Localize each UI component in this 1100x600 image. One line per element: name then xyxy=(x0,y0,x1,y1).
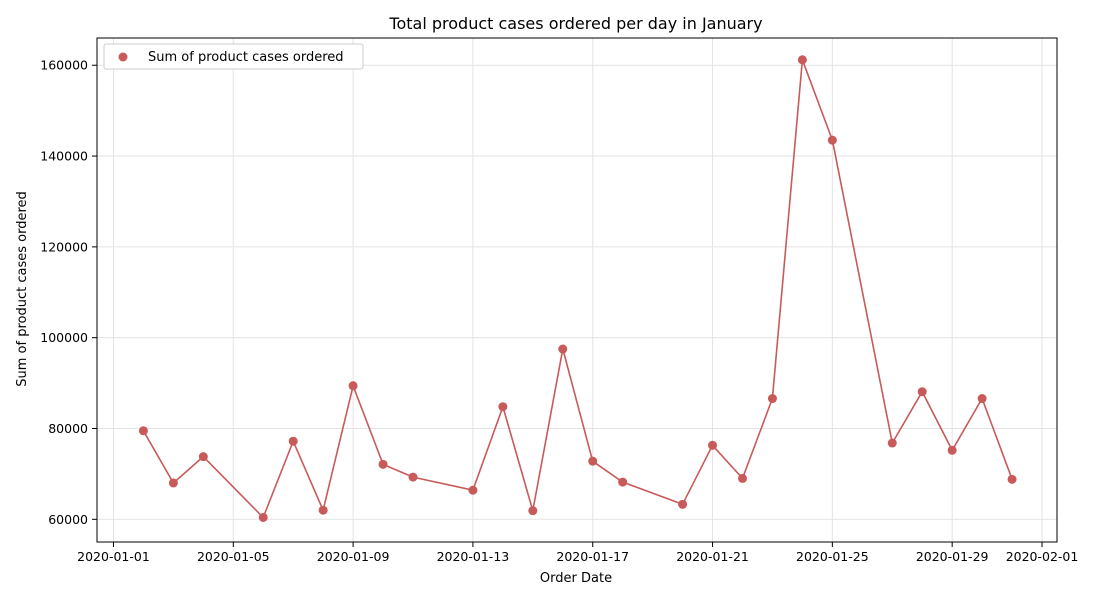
x-axis-label: Order Date xyxy=(540,571,612,586)
x-tick-label: 2020-01-05 xyxy=(197,549,270,564)
data-point xyxy=(558,344,568,354)
plot-frame xyxy=(96,37,1058,543)
legend-label: Sum of product cases ordered xyxy=(148,50,344,65)
data-point xyxy=(348,381,358,391)
data-point xyxy=(947,445,957,455)
data-point xyxy=(708,440,718,450)
y-tick-label: 140000 xyxy=(40,149,88,164)
y-axis: 60000 80000 100000 120000 140000 160000 xyxy=(40,58,97,527)
data-point xyxy=(258,512,268,522)
y-tick-label: 160000 xyxy=(40,58,88,73)
data-point xyxy=(138,426,148,436)
y-tick-label: 60000 xyxy=(48,512,88,527)
legend: Sum of product cases ordered xyxy=(103,43,364,70)
data-point xyxy=(498,402,508,412)
data-point xyxy=(378,459,388,469)
data-point xyxy=(318,505,328,515)
x-tick-label: 2020-02-01 xyxy=(1006,549,1079,564)
data-point xyxy=(1007,474,1017,484)
data-point xyxy=(887,438,897,448)
data-point xyxy=(618,477,628,487)
x-tick-label: 2020-01-01 xyxy=(77,549,150,564)
y-axis-label: Sum of product cases ordered xyxy=(15,191,30,387)
grid-lines xyxy=(97,38,1057,542)
x-axis: 2020-01-01 2020-01-05 2020-01-09 2020-01-13… xyxy=(77,542,1078,564)
data-point xyxy=(767,394,777,404)
x-tick-label: 2020-01-29 xyxy=(916,549,989,564)
data-point xyxy=(588,456,598,466)
data-point xyxy=(528,506,538,516)
y-tick-label: 120000 xyxy=(40,239,88,254)
data-point xyxy=(288,436,298,446)
data-point xyxy=(977,394,987,404)
chart-title: Total product cases ordered per day in J… xyxy=(388,14,762,33)
series-points xyxy=(138,55,1017,522)
data-point xyxy=(737,473,747,483)
x-tick-label: 2020-01-09 xyxy=(317,549,390,564)
y-tick-label: 100000 xyxy=(40,330,88,345)
x-tick-label: 2020-01-13 xyxy=(437,549,510,564)
x-tick-label: 2020-01-21 xyxy=(676,549,749,564)
x-tick-label: 2020-01-25 xyxy=(796,549,869,564)
data-point xyxy=(678,499,688,509)
data-point xyxy=(408,472,418,482)
y-tick-label: 80000 xyxy=(48,421,88,436)
legend-marker xyxy=(118,52,128,62)
data-point xyxy=(468,485,478,495)
series-line xyxy=(142,59,1013,519)
data-point xyxy=(917,387,927,397)
legend-box xyxy=(103,43,364,70)
data-point xyxy=(827,135,837,145)
data-point xyxy=(198,452,208,462)
x-tick-label: 2020-01-17 xyxy=(556,549,629,564)
data-point xyxy=(797,55,807,65)
series-line-path xyxy=(142,59,1013,519)
data-point xyxy=(168,478,178,488)
